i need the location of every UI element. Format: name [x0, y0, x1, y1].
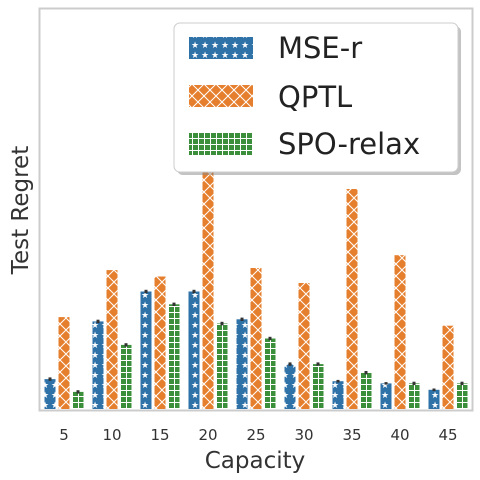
bar-mse-r-5	[44, 379, 56, 409]
y-axis-title: Test Regret	[8, 146, 34, 275]
bar-mse-r-10	[92, 321, 104, 409]
bar-qptl-5	[58, 317, 70, 409]
bar-mse-r-30	[284, 364, 296, 409]
bar-spo-relax-40	[408, 383, 420, 409]
bar-mse-r-35	[332, 381, 344, 409]
bar-spo-relax-5	[72, 391, 84, 409]
bar-mse-r-15	[140, 291, 152, 409]
bar-qptl-35	[346, 189, 358, 409]
bars-group	[44, 171, 468, 409]
legend-swatch-qptl	[189, 85, 253, 107]
bar-qptl-40	[394, 255, 406, 409]
bar-spo-relax-45	[456, 383, 468, 409]
x-tick-label-5: 5	[59, 426, 69, 444]
legend-swatch-mse-r	[189, 37, 253, 59]
bar-spo-relax-20	[216, 323, 228, 409]
legend-swatch-spo-relax	[189, 133, 253, 155]
bar-mse-r-40	[380, 383, 392, 409]
bar-mse-r-20	[188, 291, 200, 409]
bar-spo-relax-35	[360, 372, 372, 409]
bar-spo-relax-25	[264, 338, 276, 409]
bar-qptl-10	[106, 270, 118, 409]
legend-label-spo-relax: SPO-relax	[278, 127, 420, 161]
legend-label-mse-r: MSE-r	[278, 31, 362, 65]
x-tick-label-45: 45	[438, 426, 457, 444]
bar-qptl-45	[442, 325, 454, 409]
x-tick-label-35: 35	[342, 426, 361, 444]
x-tick-label-40: 40	[390, 426, 409, 444]
x-tick-label-30: 30	[294, 426, 313, 444]
bar-mse-r-45	[428, 389, 440, 409]
x-tick-label-25: 25	[246, 426, 265, 444]
x-tick-labels: 5 10 15 20 25 30 35 40 45	[59, 426, 457, 444]
bar-mse-r-25	[236, 319, 248, 409]
bar-qptl-15	[154, 276, 166, 409]
bar-qptl-25	[250, 268, 262, 409]
legend-label-qptl: QPTL	[278, 80, 352, 114]
x-tick-label-20: 20	[198, 426, 217, 444]
bar-qptl-30	[298, 283, 310, 409]
x-tick-label-10: 10	[102, 426, 121, 444]
bar-spo-relax-10	[120, 344, 132, 409]
bar-qptl-20	[202, 171, 214, 409]
bar-spo-relax-15	[168, 304, 180, 409]
x-axis-title: Capacity	[205, 448, 306, 474]
legend: MSE-r QPTL SPO-relax	[173, 22, 461, 175]
bar-spo-relax-30	[312, 364, 324, 409]
x-tick-label-15: 15	[150, 426, 169, 444]
